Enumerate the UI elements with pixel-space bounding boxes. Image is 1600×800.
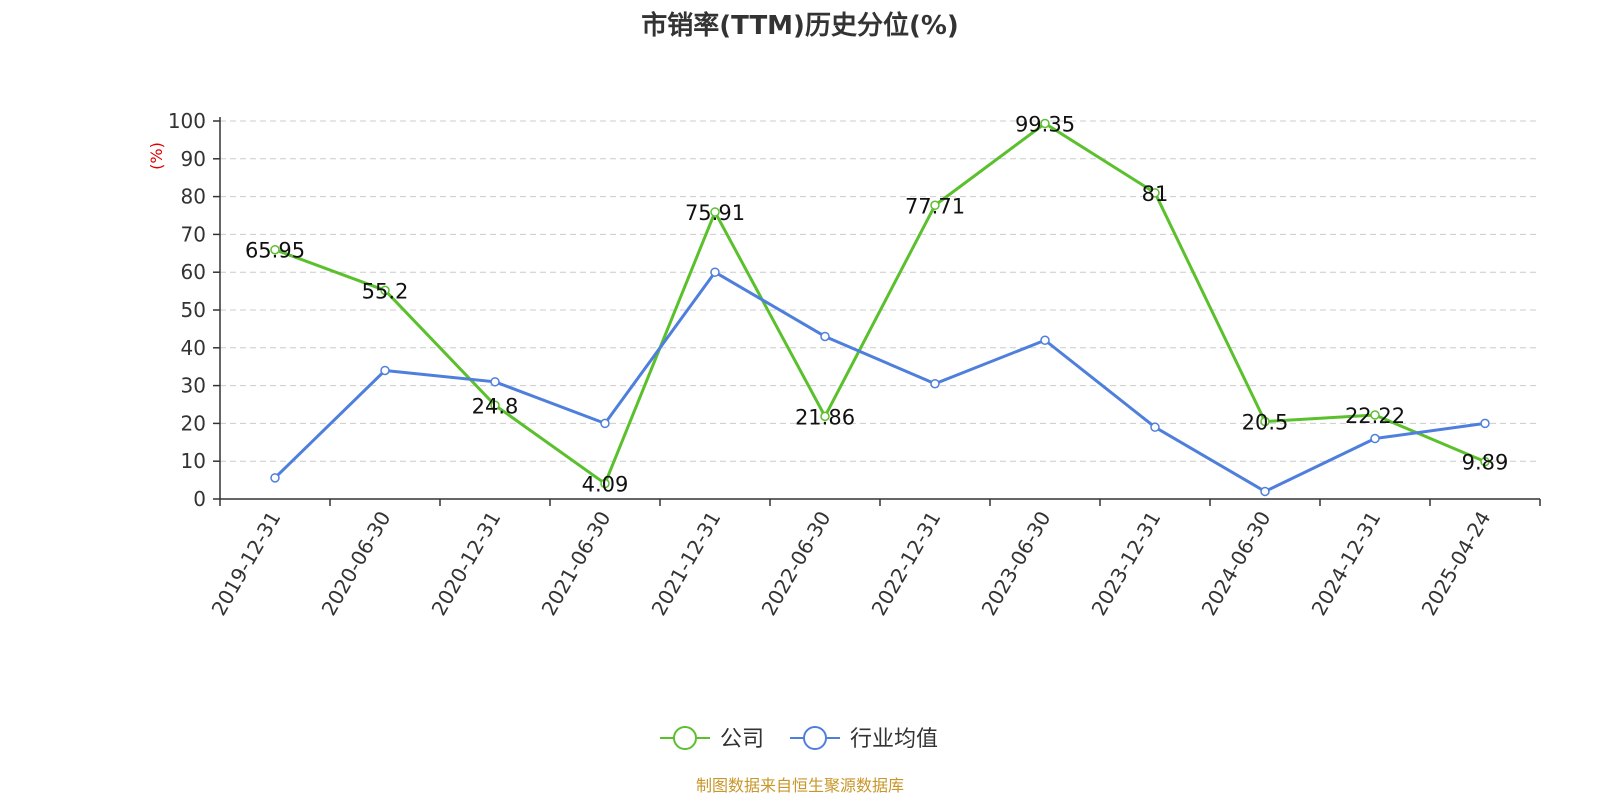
data-point	[1150, 188, 1160, 198]
x-tick-label: 2025-04-24	[1416, 507, 1495, 620]
y-tick-label: 10	[181, 449, 206, 473]
y-tick-label: 90	[181, 147, 206, 171]
source-note: 制图数据来自恒生聚源数据库	[696, 776, 904, 795]
data-point	[1480, 418, 1490, 429]
data-point	[1040, 335, 1050, 345]
legend-label: 行业均值	[850, 727, 938, 752]
series-lines	[270, 118, 1490, 497]
series-line	[273, 270, 1486, 493]
x-tick-label: 2023-12-31	[1086, 507, 1165, 620]
y-tick-label: 0	[193, 487, 206, 511]
data-point	[1370, 410, 1380, 420]
axes: 0 10 20 30 40 50 60 70 80 90 100 2019-12-31 2020-06-…	[168, 109, 1541, 620]
data-point	[600, 418, 610, 429]
x-tick-label: 2023-06-30	[976, 507, 1055, 620]
data-label: 24.8	[472, 394, 519, 418]
data-label: 65.95	[245, 239, 305, 263]
data-point	[820, 411, 830, 422]
y-tick-label: 70	[181, 222, 206, 246]
y-tick-label: 20	[181, 411, 206, 435]
data-point	[380, 285, 390, 296]
data-point	[1260, 416, 1270, 427]
y-tick-label: 50	[181, 298, 206, 322]
data-label: 21.86	[795, 405, 855, 429]
data-point	[1040, 118, 1050, 129]
x-tick-label: 2020-12-31	[426, 507, 505, 620]
data-point	[600, 478, 610, 489]
legend: 公司 行业均值	[660, 726, 938, 752]
legend-marker	[673, 726, 697, 750]
y-tick-label: 80	[181, 185, 206, 209]
data-label: 20.5	[1242, 411, 1289, 435]
data-label: 4.09	[582, 473, 629, 497]
data-point	[1150, 422, 1160, 432]
data-point	[490, 400, 500, 411]
data-label: 99.35	[1015, 112, 1075, 136]
y-tick-label: 100	[168, 109, 206, 133]
data-point	[1260, 486, 1270, 497]
grid-lines	[220, 120, 1540, 462]
data-point	[820, 331, 830, 342]
chart-title: 市销率(TTM)历史分位(%)	[641, 10, 959, 41]
data-point	[710, 267, 720, 277]
y-axis-unit: (%)	[147, 142, 166, 170]
data-point	[1480, 456, 1490, 467]
legend-marker	[803, 726, 827, 750]
data-label: 81	[1142, 182, 1169, 206]
data-point	[930, 200, 940, 211]
y-tick-label: 30	[181, 374, 206, 398]
x-tick-label: 2022-06-30	[756, 507, 835, 620]
data-label: 22.22	[1345, 404, 1405, 428]
series-line	[274, 121, 1486, 486]
data-labels: 65.95 55.2 24.8 4.09 75.91 21.86 77.71 99.35 81 2…	[245, 112, 1508, 496]
data-point	[1370, 433, 1380, 444]
x-tick-label: 2022-12-31	[866, 507, 945, 620]
data-label: 55.2	[362, 279, 409, 303]
x-tick-label: 2021-12-31	[646, 507, 725, 620]
data-label: 77.71	[905, 194, 965, 218]
x-tick-label: 2019-12-31	[206, 507, 285, 620]
data-point	[930, 378, 940, 389]
data-point	[270, 244, 280, 255]
data-label: 9.89	[1462, 451, 1509, 475]
x-tick-label: 2024-12-31	[1306, 507, 1385, 620]
y-tick-label: 60	[181, 260, 206, 284]
x-tick-label: 2020-06-30	[316, 507, 395, 620]
data-label: 75.91	[685, 201, 745, 225]
x-tick-label: 2021-06-30	[536, 507, 615, 620]
x-tick-label: 2024-06-30	[1196, 507, 1275, 620]
data-point	[710, 207, 720, 217]
data-point	[270, 473, 280, 483]
legend-label: 公司	[720, 727, 764, 752]
y-tick-label: 40	[181, 336, 206, 360]
data-point	[490, 377, 500, 387]
data-point	[380, 365, 390, 376]
